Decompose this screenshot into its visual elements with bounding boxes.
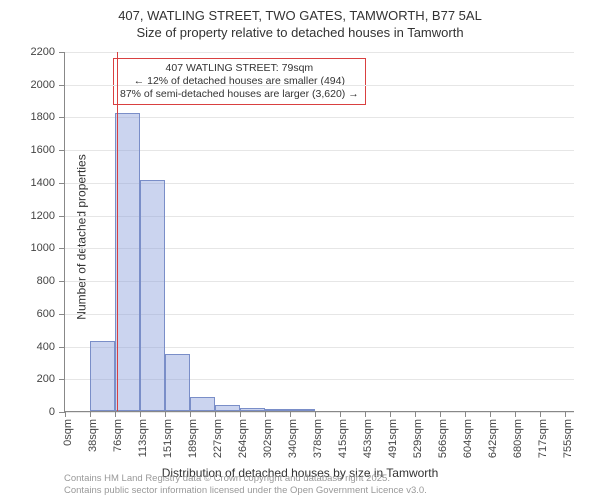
y-tick-label: 600 bbox=[37, 308, 65, 320]
x-tick bbox=[315, 411, 316, 417]
x-tick-label: 566sqm bbox=[437, 419, 449, 458]
x-tick-label: 604sqm bbox=[462, 419, 474, 458]
y-tick-label: 0 bbox=[49, 406, 65, 418]
page-title-line1: 407, WATLING STREET, TWO GATES, TAMWORTH… bbox=[0, 8, 600, 25]
histogram-bar bbox=[90, 341, 115, 411]
gridline-h bbox=[65, 52, 574, 53]
x-tick-label: 491sqm bbox=[387, 419, 399, 458]
x-tick bbox=[240, 411, 241, 417]
x-tick-label: 302sqm bbox=[262, 419, 274, 458]
x-tick-label: 264sqm bbox=[237, 419, 249, 458]
x-tick bbox=[115, 411, 116, 417]
x-tick-label: 755sqm bbox=[562, 419, 574, 458]
annotation-line3: 87% of semi-detached houses are larger (… bbox=[120, 88, 359, 101]
x-tick bbox=[390, 411, 391, 417]
x-tick-label: 642sqm bbox=[487, 419, 499, 458]
histogram-bar bbox=[165, 354, 190, 411]
x-tick-label: 227sqm bbox=[212, 419, 224, 458]
x-tick-label: 680sqm bbox=[512, 419, 524, 458]
x-tick bbox=[540, 411, 541, 417]
x-tick bbox=[515, 411, 516, 417]
x-tick bbox=[440, 411, 441, 417]
x-tick-label: 113sqm bbox=[137, 419, 149, 457]
x-tick-label: 76sqm bbox=[112, 419, 124, 452]
histogram-bar bbox=[140, 180, 165, 411]
page-title-line2: Size of property relative to detached ho… bbox=[0, 25, 600, 42]
x-tick-label: 151sqm bbox=[162, 419, 174, 458]
x-tick bbox=[265, 411, 266, 417]
x-tick bbox=[215, 411, 216, 417]
footer-line1: Contains HM Land Registry data © Crown c… bbox=[64, 473, 427, 484]
x-tick-label: 0sqm bbox=[62, 419, 74, 446]
annotation-box: 407 WATLING STREET: 79sqm ← 12% of detac… bbox=[113, 58, 366, 105]
x-tick-label: 717sqm bbox=[537, 419, 549, 458]
y-tick-label: 400 bbox=[37, 341, 65, 353]
x-tick bbox=[165, 411, 166, 417]
y-tick-label: 2000 bbox=[31, 79, 65, 91]
footer-line2: Contains public sector information licen… bbox=[64, 485, 427, 496]
x-tick bbox=[140, 411, 141, 417]
x-tick-label: 38sqm bbox=[87, 419, 99, 452]
histogram-bar bbox=[290, 409, 315, 411]
gridline-h bbox=[65, 85, 574, 86]
marker-line bbox=[117, 52, 118, 411]
x-tick-label: 378sqm bbox=[312, 419, 324, 458]
y-tick-label: 2200 bbox=[31, 46, 65, 58]
gridline-h bbox=[65, 117, 574, 118]
x-tick-label: 453sqm bbox=[362, 419, 374, 458]
x-tick-label: 189sqm bbox=[187, 419, 199, 458]
y-tick-label: 1600 bbox=[31, 144, 65, 156]
x-tick-label: 415sqm bbox=[337, 419, 349, 458]
x-tick bbox=[565, 411, 566, 417]
y-tick-label: 800 bbox=[37, 275, 65, 287]
y-tick-label: 200 bbox=[37, 373, 65, 385]
x-tick bbox=[340, 411, 341, 417]
histogram-bar bbox=[190, 397, 215, 411]
x-tick-label: 529sqm bbox=[412, 419, 424, 458]
x-tick bbox=[65, 411, 66, 417]
x-tick bbox=[90, 411, 91, 417]
y-tick-label: 1400 bbox=[31, 177, 65, 189]
x-tick bbox=[465, 411, 466, 417]
histogram-bar bbox=[115, 113, 140, 411]
x-tick bbox=[190, 411, 191, 417]
histogram-bar bbox=[215, 405, 240, 411]
y-tick-label: 1200 bbox=[31, 210, 65, 222]
annotation-line1: 407 WATLING STREET: 79sqm bbox=[120, 62, 359, 75]
annotation-line2: ← 12% of detached houses are smaller (49… bbox=[120, 75, 359, 88]
histogram-chart: 407 WATLING STREET: 79sqm ← 12% of detac… bbox=[64, 52, 574, 412]
gridline-h bbox=[65, 412, 574, 413]
x-tick bbox=[365, 411, 366, 417]
x-tick bbox=[290, 411, 291, 417]
y-tick-label: 1000 bbox=[31, 242, 65, 254]
histogram-bar bbox=[240, 408, 265, 411]
gridline-h bbox=[65, 150, 574, 151]
x-tick bbox=[415, 411, 416, 417]
histogram-bar bbox=[265, 409, 290, 411]
y-tick-label: 1800 bbox=[31, 111, 65, 123]
x-tick-label: 340sqm bbox=[287, 419, 299, 458]
x-tick bbox=[490, 411, 491, 417]
